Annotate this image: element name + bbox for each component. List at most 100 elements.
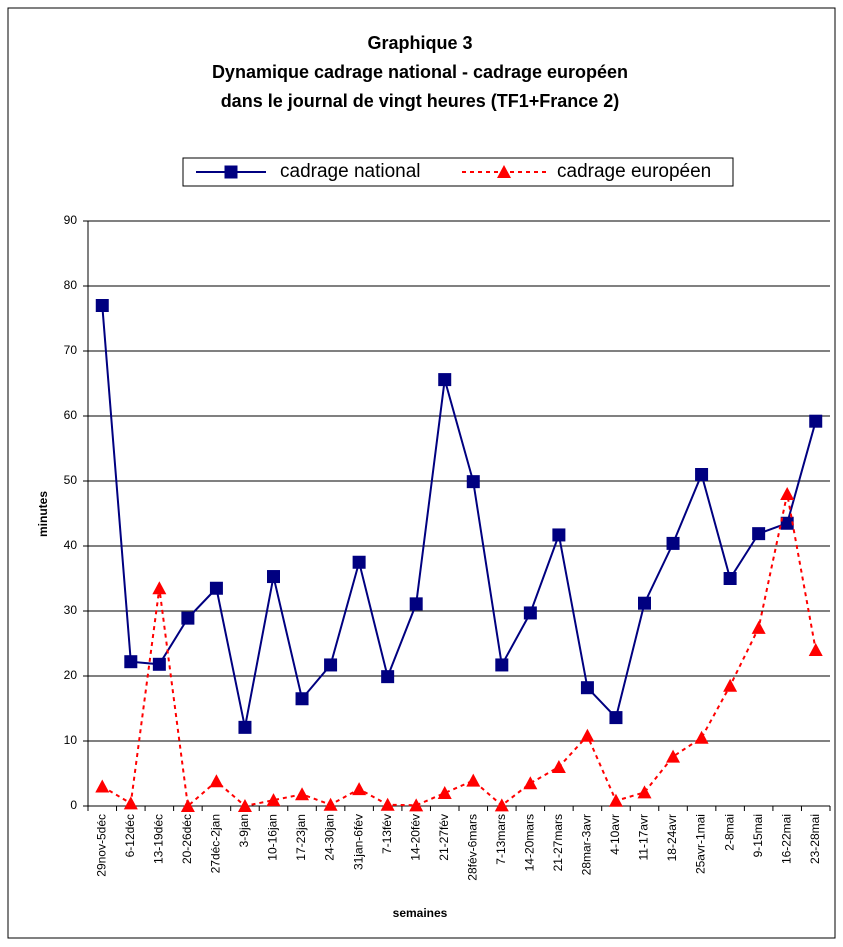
- data-point: [523, 776, 538, 790]
- data-point: [209, 774, 224, 788]
- x-tick-label: 18-24avr: [665, 814, 679, 861]
- x-tick-label: 21-27fév: [437, 814, 451, 861]
- data-point: [124, 655, 138, 669]
- chart-title: dans le journal de vingt heures (TF1+Fra…: [221, 91, 620, 111]
- data-point: [552, 528, 566, 542]
- legend-label: cadrage européen: [557, 161, 711, 182]
- data-point: [780, 487, 795, 500]
- data-point: [152, 657, 166, 671]
- data-point: [180, 799, 195, 812]
- y-tick-label: 80: [64, 278, 78, 292]
- x-tick-label: 7-13mars: [494, 814, 508, 865]
- x-axis-title: semaines: [393, 906, 448, 920]
- chart-frame: [7, 7, 836, 939]
- y-tick-label: 10: [64, 733, 78, 747]
- legend-label: cadrage national: [280, 161, 421, 182]
- y-tick-label: 90: [64, 213, 78, 227]
- data-point: [637, 785, 652, 799]
- data-point: [694, 730, 709, 744]
- x-tick-label: 25avr-1mai: [694, 814, 708, 874]
- x-tick-label: 11-17avr: [637, 814, 651, 860]
- data-point: [523, 606, 537, 620]
- legend-box: [182, 157, 734, 187]
- data-point: [695, 468, 709, 481]
- legend-marker: [224, 165, 238, 179]
- data-point: [352, 555, 366, 569]
- data-point: [380, 797, 395, 811]
- chart-title: Dynamique cadrage national - cadrage eur…: [212, 62, 628, 82]
- data-point: [352, 782, 367, 796]
- x-tick-label: 2-8mai: [722, 814, 736, 851]
- x-tick-label: 3-9jan: [237, 814, 251, 847]
- data-point: [238, 720, 252, 734]
- x-tick-label: 16-22mai: [779, 814, 793, 864]
- data-point: [95, 779, 110, 793]
- data-point: [267, 570, 280, 584]
- data-point: [495, 658, 509, 672]
- data-point: [666, 536, 680, 550]
- data-point: [752, 527, 766, 541]
- x-tick-label: 29nov-5déc: [94, 814, 108, 877]
- data-point: [237, 799, 252, 812]
- y-tick-label: 40: [64, 538, 78, 552]
- y-tick-label: 0: [70, 798, 77, 812]
- data-point: [95, 299, 109, 312]
- x-tick-label: 21-27mars: [551, 814, 565, 871]
- series-line: [101, 305, 817, 728]
- x-tick-label: 10-16jan: [266, 814, 280, 861]
- x-tick-label: 31jan-6fév: [351, 814, 365, 870]
- data-point: [551, 760, 566, 773]
- data-point: [466, 773, 481, 787]
- data-point: [780, 516, 794, 530]
- data-point: [466, 475, 480, 489]
- x-tick-label: 14-20mars: [523, 814, 537, 871]
- x-tick-label: 9-15mai: [751, 814, 765, 857]
- x-tick-label: 27déc-2jan: [209, 814, 223, 873]
- data-point: [608, 793, 623, 807]
- x-tick-label: 17-23jan: [294, 814, 308, 861]
- x-tick-label: 7-13fév: [380, 814, 394, 854]
- data-point: [324, 658, 338, 672]
- data-point: [152, 581, 167, 595]
- x-tick-label: 4-10avr: [608, 814, 622, 855]
- data-point: [438, 373, 452, 387]
- data-point: [723, 678, 738, 692]
- x-tick-label: 13-19déc: [152, 814, 166, 864]
- data-point: [381, 670, 395, 684]
- data-point: [638, 596, 651, 610]
- y-tick-label: 60: [64, 408, 78, 422]
- y-tick-label: 30: [64, 603, 78, 617]
- x-tick-label: 20-26déc: [180, 814, 194, 864]
- data-point: [580, 681, 594, 695]
- x-tick-label: 6-12déc: [123, 814, 137, 857]
- data-point: [751, 620, 766, 634]
- data-point: [123, 796, 138, 810]
- data-point: [609, 711, 623, 725]
- data-point: [323, 797, 338, 811]
- data-point: [723, 572, 737, 585]
- x-tick-label: 28mar-3avr: [580, 814, 594, 875]
- data-point: [266, 793, 281, 807]
- data-point: [666, 749, 681, 763]
- legend-marker: [497, 165, 511, 178]
- data-point: [209, 581, 223, 595]
- data-point: [580, 728, 595, 742]
- data-point: [295, 787, 310, 801]
- x-tick-label: 24-30jan: [323, 814, 337, 861]
- x-tick-label: 14-20fév: [408, 814, 422, 861]
- y-tick-label: 50: [64, 473, 78, 487]
- data-point: [437, 786, 452, 799]
- data-point: [295, 692, 309, 706]
- data-point: [409, 597, 423, 611]
- data-point: [494, 798, 509, 812]
- data-point: [409, 798, 424, 812]
- data-point: [808, 643, 823, 656]
- x-tick-label: 28fév-6mars: [465, 814, 479, 881]
- data-point: [181, 611, 195, 625]
- data-point: [809, 414, 823, 428]
- x-tick-label: 23-28mai: [808, 814, 822, 864]
- y-axis-title: minutes: [36, 491, 50, 537]
- chart-title: Graphique 3: [367, 33, 472, 53]
- y-tick-label: 20: [64, 668, 78, 682]
